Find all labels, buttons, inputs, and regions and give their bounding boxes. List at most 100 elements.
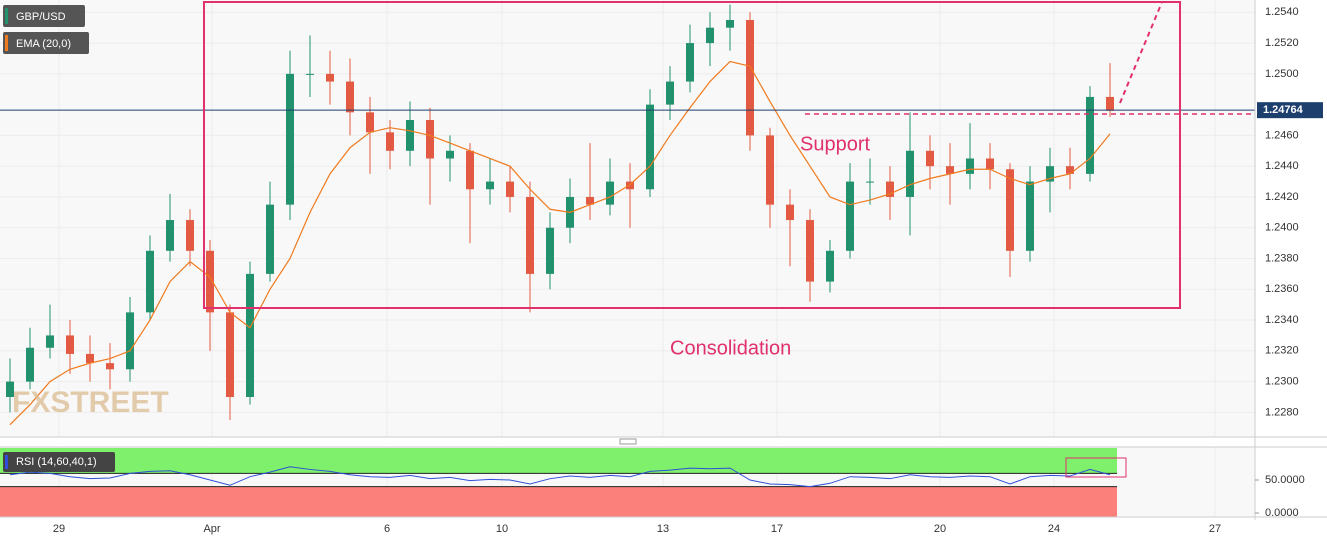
candle-body	[666, 81, 674, 105]
candle-body	[726, 20, 734, 28]
last-price-tag	[1257, 102, 1323, 119]
candle-body	[146, 250, 154, 313]
ema-line	[9, 60, 1111, 426]
candle-body	[1106, 96, 1114, 111]
x-tick-label: 29	[53, 523, 65, 535]
legend-label[interactable]: GBP/USD	[16, 11, 66, 23]
y-tick-label: 1.2420	[1265, 191, 1299, 203]
candle-body	[306, 73, 314, 75]
y-tick-label: 1.2520	[1265, 37, 1299, 49]
candle-body	[206, 250, 214, 313]
candle-body	[646, 104, 654, 190]
candle-body	[986, 158, 994, 170]
candle-body	[826, 250, 834, 282]
candle-body	[446, 150, 454, 159]
candle-body	[186, 220, 194, 251]
candle-body	[606, 181, 614, 205]
consolidation-label: Consolidation	[670, 337, 791, 359]
candle-body	[966, 158, 974, 174]
candle-body	[586, 196, 594, 205]
candle-body	[466, 150, 474, 190]
x-tick-label: Apr	[203, 523, 220, 535]
candle-body	[1086, 96, 1094, 174]
legend-swatch	[5, 8, 8, 24]
candle-body	[846, 181, 854, 251]
candle-body	[346, 81, 354, 113]
y-tick-label: 1.2340	[1265, 314, 1299, 326]
candle-body	[946, 166, 954, 174]
y-tick-label: 1.2540	[1265, 6, 1299, 18]
candle-body	[6, 381, 14, 397]
candle-body	[786, 204, 794, 221]
legend-label[interactable]: EMA (20,0)	[16, 38, 71, 50]
y-tick-label: 50.0000	[1265, 474, 1305, 486]
candle-body	[106, 363, 114, 370]
y-tick-label: 1.2320	[1265, 345, 1299, 357]
rsi-lower-zone	[0, 486, 1117, 517]
y-tick-label: 0.0000	[1265, 507, 1299, 519]
candle-body	[686, 43, 694, 82]
consolidation-box	[203, 1, 1181, 309]
candle-body	[526, 196, 534, 274]
legend-box[interactable]	[3, 5, 85, 27]
candle-body	[806, 220, 814, 282]
candle-body	[766, 135, 774, 205]
legend-box[interactable]	[3, 32, 89, 54]
candle-body	[426, 120, 434, 159]
y-tick-label: 1.2460	[1265, 129, 1299, 141]
legend-label[interactable]: RSI (14,60,40,1)	[16, 456, 97, 468]
y-tick-label: 1.2440	[1265, 160, 1299, 172]
y-tick-label: 1.2300	[1265, 376, 1299, 388]
candle-body	[406, 120, 414, 151]
support-label: Support	[800, 133, 870, 155]
candle-body	[266, 204, 274, 274]
y-tick-label: 1.2380	[1265, 252, 1299, 264]
candle-body	[886, 181, 894, 197]
y-tick-label: 1.2500	[1265, 68, 1299, 80]
y-tick-label: 1.2400	[1265, 222, 1299, 234]
watermark: FXSTREET	[12, 386, 169, 419]
x-tick-label: 27	[1209, 523, 1221, 535]
rsi-line	[9, 466, 1111, 488]
candle-body	[366, 112, 374, 133]
candle-body	[386, 132, 394, 151]
candle-body	[906, 150, 914, 197]
rsi-highlight-box	[1065, 457, 1127, 478]
legend-box[interactable]	[3, 452, 115, 472]
candle-body	[546, 227, 554, 274]
candle-body	[746, 20, 754, 136]
last-price-label: 1.24764	[1263, 104, 1304, 116]
candle-body	[706, 27, 714, 44]
candle-body	[486, 181, 494, 190]
legend-swatch	[5, 35, 8, 51]
projection-line	[1119, 1, 1163, 104]
candle-body	[926, 150, 934, 167]
candle-body	[1066, 166, 1074, 174]
candle-body	[86, 353, 94, 364]
x-tick-label: 10	[496, 523, 508, 535]
x-tick-label: 20	[934, 523, 946, 535]
resize-handle[interactable]	[619, 438, 637, 445]
candle-body	[866, 181, 874, 183]
candle-body	[286, 73, 294, 205]
candle-body	[1046, 166, 1054, 182]
candle-body	[626, 181, 634, 190]
candle-body	[1026, 181, 1034, 251]
x-tick-label: 17	[771, 523, 783, 535]
x-tick-label: 24	[1048, 523, 1060, 535]
candle-body	[506, 181, 514, 197]
y-tick-label: 1.2360	[1265, 283, 1299, 295]
x-tick-label: 6	[384, 523, 390, 535]
candle-body	[126, 312, 134, 370]
candle-body	[326, 73, 334, 82]
candle-body	[26, 347, 34, 382]
y-tick-label: 1.2280	[1265, 406, 1299, 418]
x-tick-label: 13	[657, 523, 669, 535]
candle-body	[66, 335, 74, 354]
rsi-upper-zone	[0, 448, 1117, 474]
plot-bg	[0, 0, 1255, 437]
legend-swatch	[5, 455, 8, 469]
candle-body	[46, 335, 54, 348]
